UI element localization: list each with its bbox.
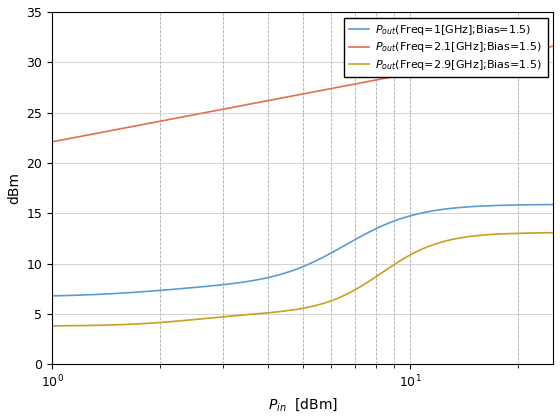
- $P_{out}$(Freq=1[GHz];Bias=1.5): [550, 202, 557, 207]
- $P_{out}$(Freq=1[GHz];Bias=1.5): [320, 255, 326, 260]
- $P_{out}$(Freq=2.9[GHz];Bias=1.5): [290, 307, 296, 312]
- X-axis label: $P_{in}$  [dBm]: $P_{in}$ [dBm]: [268, 396, 338, 413]
- $P_{out}$(Freq=1[GHz];Bias=1.5): [538, 202, 544, 207]
- $P_{out}$(Freq=1[GHz];Bias=1.5): [49, 293, 55, 298]
- Y-axis label: dBm: dBm: [7, 172, 21, 204]
- Line: $P_{out}$(Freq=1[GHz];Bias=1.5): $P_{out}$(Freq=1[GHz];Bias=1.5): [52, 205, 553, 296]
- $P_{out}$(Freq=2.1[GHz];Bias=1.5): [290, 93, 296, 98]
- $P_{out}$(Freq=2.1[GHz];Bias=1.5): [538, 46, 544, 51]
- $P_{out}$(Freq=1[GHz];Bias=1.5): [287, 269, 293, 274]
- $P_{out}$(Freq=2.9[GHz];Bias=1.5): [287, 308, 293, 313]
- $P_{out}$(Freq=2.1[GHz];Bias=1.5): [320, 87, 326, 92]
- $P_{out}$(Freq=2.9[GHz];Bias=1.5): [347, 290, 353, 295]
- Legend: $P_{out}$(Freq=1[GHz];Bias=1.5), $P_{out}$(Freq=2.1[GHz];Bias=1.5), $P_{out}$(Fr: $P_{out}$(Freq=1[GHz];Bias=1.5), $P_{out…: [344, 18, 548, 77]
- Line: $P_{out}$(Freq=2.9[GHz];Bias=1.5): $P_{out}$(Freq=2.9[GHz];Bias=1.5): [52, 233, 553, 326]
- $P_{out}$(Freq=1[GHz];Bias=1.5): [290, 268, 296, 273]
- $P_{out}$(Freq=2.9[GHz];Bias=1.5): [459, 235, 466, 240]
- $P_{out}$(Freq=2.1[GHz];Bias=1.5): [347, 82, 353, 87]
- $P_{out}$(Freq=2.9[GHz];Bias=1.5): [538, 230, 544, 235]
- $P_{out}$(Freq=1[GHz];Bias=1.5): [459, 205, 466, 210]
- $P_{out}$(Freq=2.9[GHz];Bias=1.5): [550, 230, 557, 235]
- $P_{out}$(Freq=2.1[GHz];Bias=1.5): [49, 139, 55, 144]
- $P_{out}$(Freq=2.1[GHz];Bias=1.5): [550, 44, 557, 49]
- Line: $P_{out}$(Freq=2.1[GHz];Bias=1.5): $P_{out}$(Freq=2.1[GHz];Bias=1.5): [52, 46, 553, 142]
- $P_{out}$(Freq=2.9[GHz];Bias=1.5): [49, 323, 55, 328]
- $P_{out}$(Freq=2.1[GHz];Bias=1.5): [459, 61, 466, 66]
- $P_{out}$(Freq=2.1[GHz];Bias=1.5): [287, 94, 293, 99]
- $P_{out}$(Freq=2.9[GHz];Bias=1.5): [320, 301, 326, 306]
- $P_{out}$(Freq=1[GHz];Bias=1.5): [347, 240, 353, 245]
